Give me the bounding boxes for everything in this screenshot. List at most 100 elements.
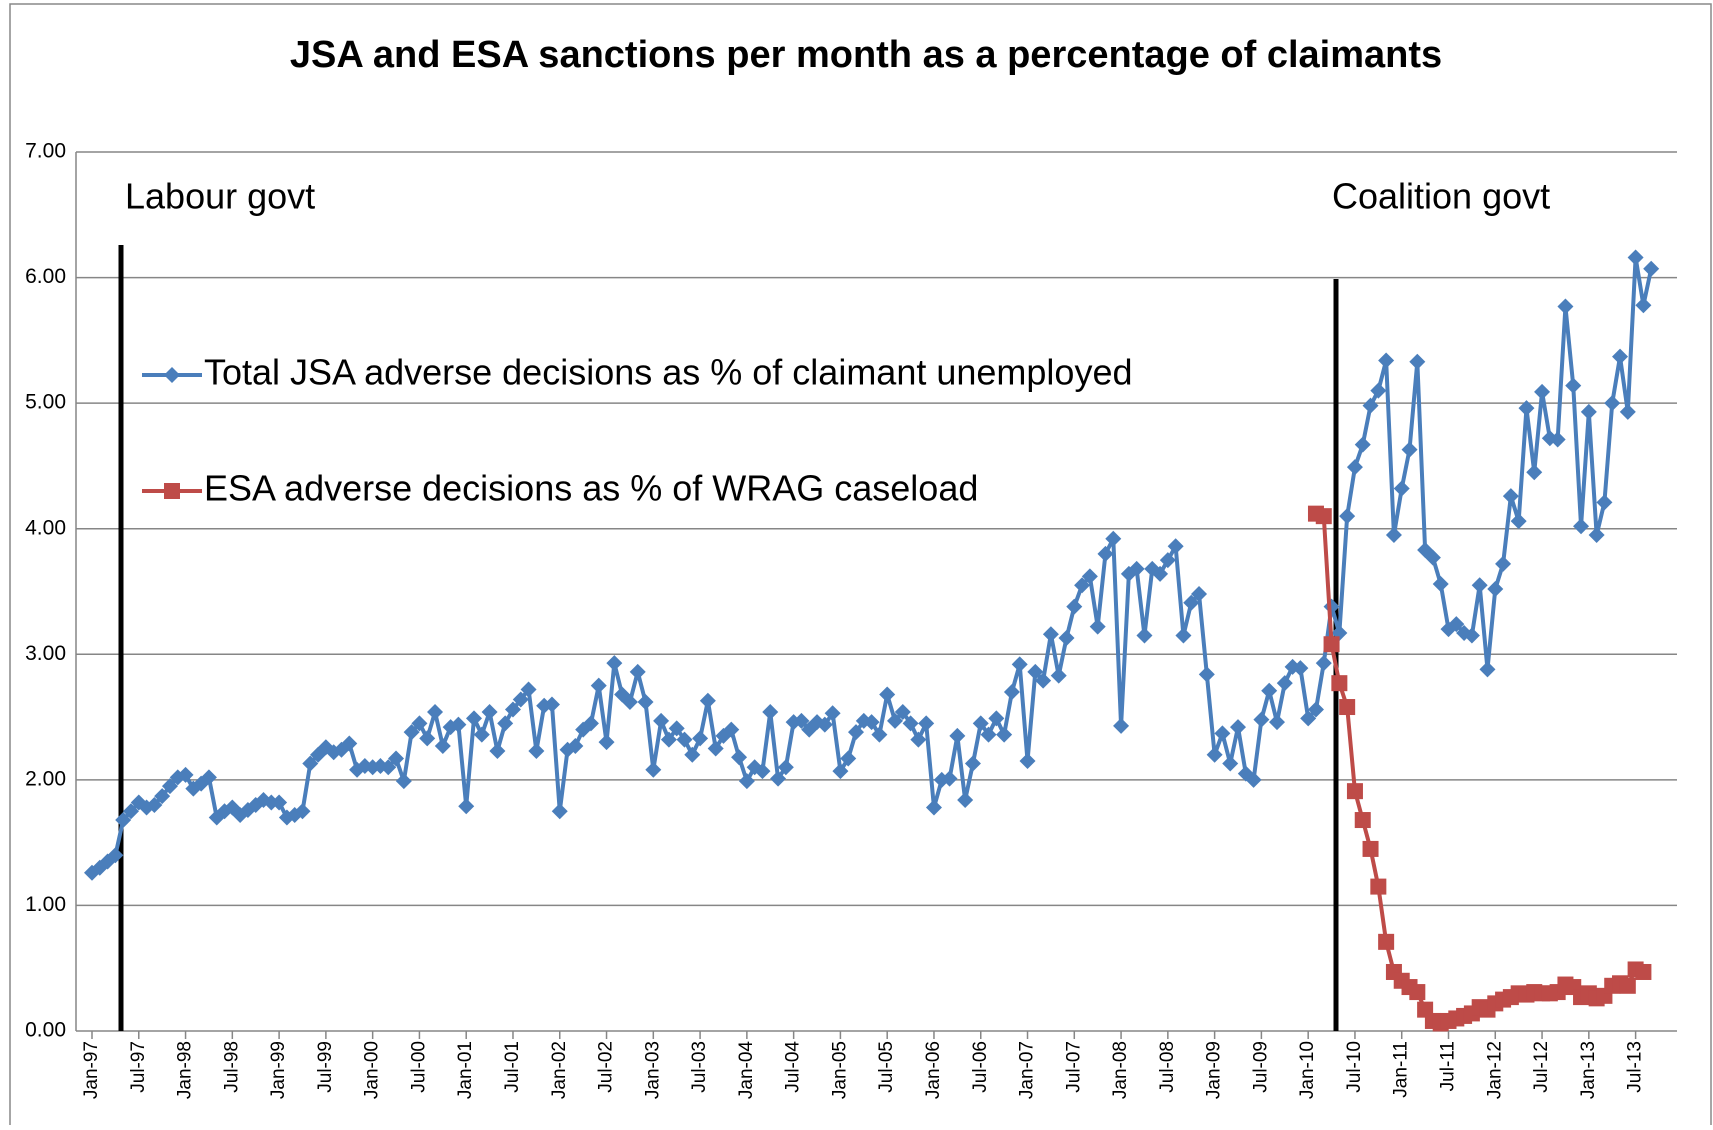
marker bbox=[910, 731, 927, 748]
marker bbox=[1292, 660, 1309, 677]
marker bbox=[684, 746, 701, 763]
marker bbox=[692, 730, 709, 747]
marker bbox=[115, 812, 132, 829]
marker bbox=[1245, 771, 1262, 788]
x-tick-label: Jan-08 bbox=[1110, 1041, 1131, 1099]
x-tick-label: Jul-08 bbox=[1157, 1041, 1178, 1093]
x-tick-label: Jul-07 bbox=[1063, 1041, 1084, 1093]
x-tick-label: Jul-06 bbox=[970, 1041, 991, 1093]
marker bbox=[1518, 400, 1535, 417]
marker bbox=[1362, 840, 1379, 857]
marker bbox=[1502, 488, 1519, 505]
marker bbox=[1230, 719, 1247, 736]
chart-frame bbox=[9, 3, 1712, 1130]
marker bbox=[427, 704, 444, 721]
marker bbox=[793, 712, 810, 729]
legend: Total JSA adverse decisions as % of clai… bbox=[142, 352, 1133, 509]
marker bbox=[1385, 526, 1402, 543]
marker bbox=[1011, 656, 1028, 673]
marker bbox=[1619, 977, 1636, 994]
marker bbox=[380, 759, 397, 776]
marker bbox=[504, 701, 521, 718]
marker bbox=[1557, 298, 1574, 315]
marker bbox=[832, 763, 849, 780]
marker bbox=[1549, 431, 1566, 448]
marker bbox=[723, 721, 740, 738]
x-tick-label: Jan-02 bbox=[549, 1041, 570, 1099]
legend-label: ESA adverse decisions as % of WRAG casel… bbox=[204, 468, 978, 509]
marker bbox=[1370, 382, 1387, 399]
marker bbox=[271, 794, 288, 811]
legend-marker bbox=[164, 483, 180, 499]
marker bbox=[1588, 526, 1605, 543]
x-tick-label: Jan-07 bbox=[1017, 1041, 1038, 1099]
marker bbox=[434, 737, 451, 754]
marker bbox=[1619, 403, 1636, 420]
marker bbox=[146, 796, 163, 813]
y-tick-label: 6.00 bbox=[25, 265, 66, 288]
x-tick-label: Jul-98 bbox=[221, 1041, 242, 1093]
marker bbox=[590, 677, 607, 694]
marker bbox=[497, 715, 514, 732]
marker bbox=[871, 726, 888, 743]
marker bbox=[645, 761, 662, 778]
marker bbox=[1362, 397, 1379, 414]
marker bbox=[668, 720, 685, 737]
marker bbox=[1393, 480, 1410, 497]
x-tick-label: Jul-03 bbox=[689, 1041, 710, 1093]
marker bbox=[1074, 577, 1091, 594]
marker bbox=[1066, 598, 1083, 615]
marker bbox=[419, 730, 436, 747]
marker bbox=[1635, 297, 1652, 314]
marker bbox=[902, 715, 919, 732]
marker bbox=[1378, 352, 1395, 369]
marker bbox=[1432, 575, 1449, 592]
marker bbox=[988, 710, 1005, 727]
x-tick-label: Jan-13 bbox=[1578, 1041, 1599, 1099]
marker bbox=[1003, 683, 1020, 700]
x-tick-label: Jan-09 bbox=[1204, 1041, 1225, 1099]
marker bbox=[1113, 717, 1130, 734]
marker bbox=[1643, 260, 1660, 277]
x-tick-label: Jan-00 bbox=[362, 1041, 383, 1099]
marker bbox=[1487, 580, 1504, 597]
marker bbox=[918, 715, 935, 732]
marker bbox=[770, 770, 787, 787]
marker bbox=[1479, 661, 1496, 678]
x-tick-label: Jul-97 bbox=[128, 1041, 149, 1093]
marker bbox=[1183, 594, 1200, 611]
x-tick-label: Jul-11 bbox=[1438, 1041, 1459, 1091]
x-axis: Jan-97 Jul-97 Jan-98 Jul-98 Jan-99 Jul-99 Jan-… bbox=[81, 1031, 1646, 1099]
marker bbox=[1050, 667, 1067, 684]
marker bbox=[1167, 538, 1184, 555]
marker bbox=[964, 755, 981, 772]
marker bbox=[1097, 545, 1114, 562]
marker bbox=[816, 716, 833, 733]
x-tick-label: Jul-12 bbox=[1531, 1041, 1552, 1093]
x-tick-label: Jan-99 bbox=[268, 1041, 289, 1099]
marker bbox=[598, 734, 615, 751]
marker bbox=[863, 714, 880, 731]
marker bbox=[1276, 675, 1293, 692]
marker bbox=[925, 799, 942, 816]
marker bbox=[294, 803, 311, 820]
marker bbox=[567, 737, 584, 754]
marker bbox=[528, 742, 545, 759]
marker bbox=[762, 704, 779, 721]
marker bbox=[154, 788, 171, 805]
marker bbox=[161, 778, 178, 795]
marker bbox=[200, 769, 217, 786]
marker bbox=[1596, 494, 1613, 511]
x-tick-label: Jan-10 bbox=[1297, 1041, 1318, 1099]
marker bbox=[1339, 508, 1356, 525]
legend-label: Total JSA adverse decisions as % of clai… bbox=[204, 352, 1133, 393]
x-tick-label: Jul-05 bbox=[876, 1041, 897, 1093]
x-tick-label: Jan-04 bbox=[736, 1041, 757, 1100]
marker bbox=[1370, 878, 1387, 895]
marker bbox=[1027, 663, 1044, 680]
x-tick-label: Jan-12 bbox=[1484, 1041, 1505, 1099]
marker bbox=[1378, 933, 1395, 950]
marker bbox=[957, 791, 974, 808]
y-tick-label: 1.00 bbox=[25, 893, 66, 916]
